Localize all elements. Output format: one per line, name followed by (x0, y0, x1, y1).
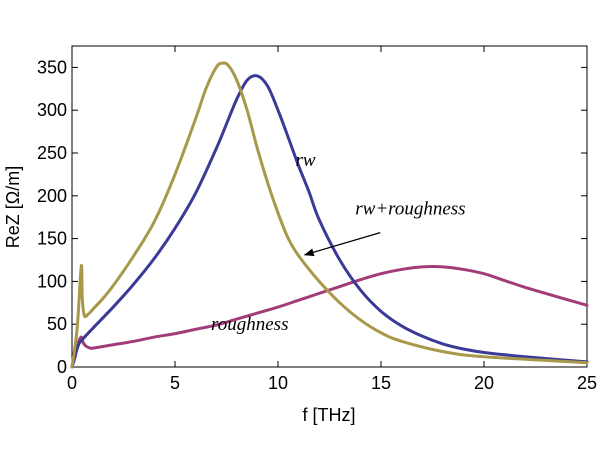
plot-frame (71, 45, 588, 368)
annotation-rw: rw (296, 150, 316, 171)
annotation-arrow (303, 232, 381, 257)
y-tick-label: 250 (37, 143, 67, 163)
y-tick-label: 350 (37, 57, 67, 77)
series-line-rw-roughness (70, 61, 589, 369)
y-tick-label: 50 (47, 314, 67, 334)
y-tick-label: 0 (57, 357, 67, 377)
x-tick-label: 5 (170, 373, 180, 393)
x-tick-label: 0 (67, 373, 77, 393)
x-tick-label: 15 (371, 373, 391, 393)
x-tick-label: 20 (474, 373, 494, 393)
annotation-rw-roughness: rw+roughness (355, 199, 465, 220)
y-axis-title: ReZ [Ω/m] (3, 166, 23, 248)
annotations: rw rw+roughness roughness (211, 150, 466, 335)
x-tick-label: 10 (268, 373, 288, 393)
series-line-roughness (70, 265, 589, 369)
x-axis-title: f [THz] (303, 405, 356, 425)
series-line-rw (70, 74, 589, 369)
y-tick-label: 200 (37, 186, 67, 206)
series-layer (70, 61, 589, 369)
x-tick-label: 25 (577, 373, 597, 393)
y-tick-label: 150 (37, 229, 67, 249)
y-tick-label: 300 (37, 100, 67, 120)
y-tick-label: 100 (37, 271, 67, 291)
annotation-roughness: roughness (211, 314, 288, 335)
